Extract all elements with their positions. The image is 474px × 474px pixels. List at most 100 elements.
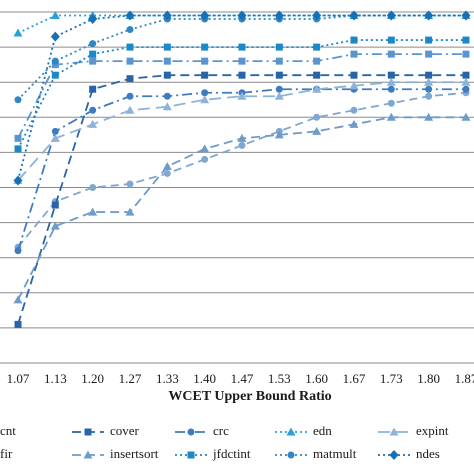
marker xyxy=(88,119,98,128)
legend-label: cover xyxy=(110,423,140,438)
marker xyxy=(13,28,23,37)
marker xyxy=(237,133,247,142)
marker xyxy=(89,106,97,114)
marker xyxy=(312,10,322,21)
marker xyxy=(313,71,321,79)
legend-label: fir xyxy=(0,446,13,461)
marker xyxy=(162,102,172,111)
marker xyxy=(387,99,395,107)
series-line xyxy=(17,74,466,325)
x-tick-label: 1.40 xyxy=(193,371,216,386)
marker xyxy=(14,134,22,142)
marker xyxy=(462,36,470,44)
legend-marker xyxy=(187,428,195,436)
legend-label: cnt xyxy=(0,423,16,438)
marker xyxy=(312,84,322,93)
legend-marker xyxy=(83,450,93,459)
marker xyxy=(201,57,209,65)
marker xyxy=(350,71,358,79)
x-axis-title: WCET Upper Bound Ratio xyxy=(168,389,331,404)
marker xyxy=(50,31,60,42)
marker xyxy=(349,81,359,90)
legend-label: crc xyxy=(213,423,229,438)
legend-marker xyxy=(286,427,296,436)
marker xyxy=(424,112,434,121)
marker xyxy=(462,71,470,79)
marker xyxy=(349,10,359,21)
legend-label: ndes xyxy=(416,446,440,461)
marker xyxy=(349,119,359,128)
x-tick-label: 1.27 xyxy=(119,371,142,386)
marker xyxy=(163,43,171,51)
marker xyxy=(14,247,22,255)
marker xyxy=(386,112,396,121)
legend-label: edn xyxy=(313,423,332,438)
marker xyxy=(163,169,171,177)
marker xyxy=(350,36,358,44)
x-tick-label: 1.73 xyxy=(380,371,403,386)
marker xyxy=(238,141,246,149)
marker xyxy=(274,10,284,21)
marker xyxy=(125,105,135,114)
legend-marker xyxy=(84,428,92,436)
marker xyxy=(51,57,59,65)
marker xyxy=(425,50,433,58)
marker xyxy=(88,207,98,216)
marker xyxy=(313,57,321,65)
marker xyxy=(89,40,97,48)
marker xyxy=(425,92,433,100)
marker xyxy=(350,50,358,58)
marker xyxy=(462,85,470,93)
marker xyxy=(275,57,283,65)
marker xyxy=(238,43,246,51)
legend-label: matmult xyxy=(313,446,357,461)
marker xyxy=(461,77,471,86)
marker xyxy=(126,57,134,65)
marker xyxy=(387,36,395,44)
marker xyxy=(238,57,246,65)
x-tick-label: 1.20 xyxy=(81,371,104,386)
marker xyxy=(51,127,59,135)
marker xyxy=(14,96,22,104)
marker xyxy=(387,71,395,79)
series-line xyxy=(17,88,466,251)
marker xyxy=(126,92,134,100)
legend-marker xyxy=(187,451,195,459)
marker xyxy=(312,126,322,135)
marker xyxy=(13,175,23,186)
x-tick-label: 1.33 xyxy=(156,371,179,386)
marker xyxy=(89,57,97,65)
marker xyxy=(201,71,209,79)
marker xyxy=(313,113,321,121)
series-line xyxy=(17,91,467,248)
marker xyxy=(201,155,209,163)
marker xyxy=(163,71,171,79)
marker xyxy=(200,95,210,104)
marker xyxy=(51,201,59,209)
marker xyxy=(424,10,434,21)
marker xyxy=(275,85,283,93)
x-tick-label: 1.13 xyxy=(44,371,67,386)
marker xyxy=(13,295,23,304)
marker xyxy=(201,89,209,97)
marker xyxy=(126,26,134,34)
marker xyxy=(163,92,171,100)
marker xyxy=(125,10,135,21)
x-tick-label: 1.47 xyxy=(231,371,254,386)
legend-label: insertsort xyxy=(110,446,159,461)
marker xyxy=(350,106,358,114)
marker xyxy=(200,144,210,153)
marker xyxy=(14,145,22,153)
marker xyxy=(461,112,471,121)
marker xyxy=(50,133,60,142)
marker xyxy=(126,75,134,83)
series-line xyxy=(17,14,466,101)
x-tick-label: 1.80 xyxy=(417,371,440,386)
marker xyxy=(88,14,98,25)
marker xyxy=(50,221,60,230)
marker xyxy=(275,71,283,79)
x-tick-label: 1.07 xyxy=(7,371,30,386)
marker xyxy=(200,10,210,21)
